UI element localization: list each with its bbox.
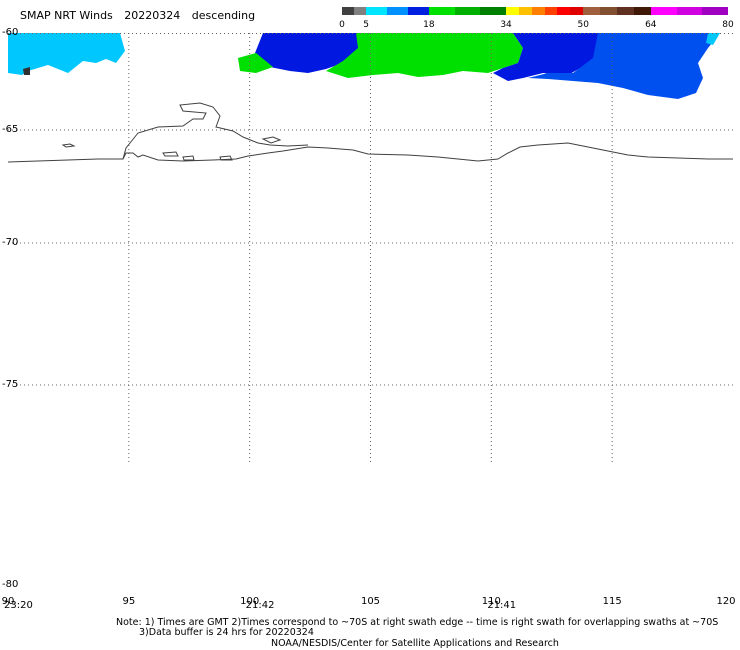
note-line-3: NOAA/NESDIS/Center for Satellite Applica… [271, 638, 559, 649]
title-date: 20220324 [124, 9, 181, 22]
coastline-island-5 [219, 155, 233, 161]
latitude-label: -75 [2, 379, 19, 390]
colorbar-swatch [428, 7, 455, 15]
colorbar-tick-label: 5 [363, 20, 369, 30]
colorbar-swatch [480, 7, 507, 15]
colorbar-swatch [676, 7, 703, 15]
colorbar-swatch [407, 7, 429, 15]
swath-center-green-left [238, 53, 273, 73]
longitude-label: 115 [602, 596, 622, 607]
colorbar-swatch [583, 7, 601, 15]
swath-time-label: 21:41 [487, 600, 517, 611]
coastline [8, 102, 733, 163]
note-line-2: 3)Data buffer is 24 hrs for 20220324 [139, 627, 314, 638]
colorbar-segment [506, 7, 584, 15]
colorbar-segment [428, 7, 507, 15]
colorbar-swatch [650, 7, 677, 15]
wind-speed-colorbar [342, 7, 728, 15]
longitude-label: 100 [240, 596, 260, 607]
swath-right-dark [493, 33, 608, 81]
colorbar-segment [583, 7, 651, 15]
coastline-island-3 [162, 151, 179, 157]
wind-swaths [8, 33, 720, 99]
longitude-label: 95 [122, 596, 136, 607]
colorbar-swatch [387, 7, 408, 15]
colorbar-swatch [617, 7, 634, 15]
longitude-label: 90 [1, 596, 15, 607]
colorbar-swatch [570, 7, 584, 15]
colorbar-tick-label: 18 [423, 20, 435, 30]
colorbar-tick-label: 50 [577, 20, 589, 30]
wind-map [8, 33, 733, 465]
swath-time-label: 21:42 [245, 600, 275, 611]
colorbar-swatch [600, 7, 617, 15]
swath-left-dark-patch [23, 67, 30, 75]
colorbar-swatch [366, 7, 388, 15]
title-product: SMAP NRT Winds [20, 9, 113, 22]
longitude-label: 120 [716, 596, 736, 607]
swath-left [8, 33, 125, 75]
colorbar-swatch [633, 7, 651, 15]
coastline-island-2 [261, 136, 282, 144]
swath-right-light [706, 33, 720, 45]
latitude-label: -80 [2, 579, 19, 590]
coastline-island-4 [182, 155, 195, 161]
colorbar-segment [650, 7, 728, 15]
swath-center-green [326, 33, 523, 78]
colorbar-swatch [544, 7, 558, 15]
colorbar-swatch [342, 7, 355, 15]
colorbar-swatch [354, 7, 367, 15]
map-title: SMAP NRT Winds 20220324 descending [20, 9, 263, 22]
coastline-island-1 [61, 143, 76, 148]
longitude-label: 110 [481, 596, 501, 607]
longitude-label: 105 [360, 596, 381, 607]
swath-center-dark [253, 33, 368, 73]
colorbar-segment [342, 7, 367, 15]
title-pass: descending [191, 9, 256, 22]
colorbar-swatch [557, 7, 571, 15]
colorbar-tick-label: 80 [722, 20, 734, 30]
swath-right-mid [528, 33, 720, 99]
latitude-label: -70 [2, 237, 19, 248]
latitude-label: -60 [2, 27, 19, 38]
colorbar-swatch [518, 7, 532, 15]
graticule [8, 33, 733, 465]
latitude-label: -65 [2, 124, 19, 135]
colorbar-swatch [454, 7, 481, 15]
colorbar-tick-label: 64 [645, 20, 657, 30]
colorbar-tick-label: 34 [500, 20, 512, 30]
swath-time-label: 23:20 [4, 600, 33, 611]
coastline-main [8, 142, 733, 163]
note-line-1: Note: 1) Times are GMT 2)Times correspon… [116, 617, 719, 628]
colorbar-tick-label: 0 [339, 20, 345, 30]
colorbar-segment [366, 7, 429, 15]
colorbar-swatch [531, 7, 545, 15]
colorbar-swatch [506, 7, 519, 15]
colorbar-swatch [702, 7, 728, 15]
coastline-peninsula [122, 102, 309, 160]
